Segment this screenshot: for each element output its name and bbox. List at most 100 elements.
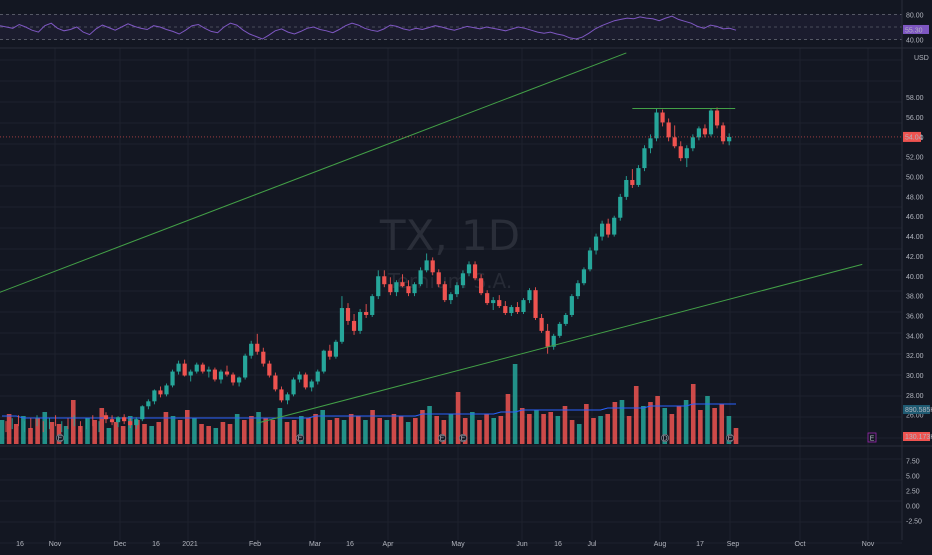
volume-bar [78, 426, 83, 444]
volume-bar [491, 418, 497, 444]
volume-bar [49, 422, 55, 444]
volume-bar [213, 428, 219, 444]
volume-bar [455, 392, 461, 444]
time-tick-label: 16 [152, 541, 160, 548]
candle-body [503, 306, 508, 313]
volume-bar [370, 410, 375, 444]
price-tick-label: 36.00 [906, 313, 924, 320]
candle-body [333, 341, 338, 357]
volume-bar [470, 412, 475, 444]
time-tick-label: Nov [49, 541, 62, 548]
volume-bar [6, 414, 12, 444]
volume-bar [334, 418, 340, 444]
earnings-marker [661, 433, 670, 442]
volume-bar [662, 408, 668, 444]
volume-bar [427, 406, 432, 444]
watermark: TX, 1D Ternium S.A. [379, 211, 520, 293]
volume-bar [120, 426, 126, 444]
candle-body [630, 180, 635, 185]
candle-body [388, 284, 393, 293]
volume-bar [541, 414, 546, 444]
time-tick-label: Nov [862, 541, 875, 548]
volume-bar [170, 416, 176, 444]
candle-body [382, 276, 387, 285]
candle-body [587, 250, 593, 270]
candle-body [551, 335, 556, 347]
candle-body [140, 406, 145, 420]
volume-bar [413, 418, 418, 444]
volume-bar [0, 420, 5, 444]
candle-body [146, 401, 151, 407]
earnings-marker [295, 433, 304, 442]
candle-body [515, 307, 520, 313]
volume-bar [70, 400, 76, 444]
last-price-badge [903, 131, 921, 142]
candle-body [575, 283, 580, 297]
candle-body [152, 390, 157, 402]
candle-body [351, 320, 357, 331]
volume-bar [21, 416, 26, 444]
volume-badge [903, 405, 930, 414]
volume-bar [341, 420, 347, 444]
earnings-marker [56, 433, 65, 442]
lower-tick-label: -2.50 [906, 519, 922, 526]
candle-body [400, 282, 405, 287]
volume-bar [313, 414, 318, 444]
right-marker-box [867, 432, 877, 443]
volume-bar [299, 416, 304, 444]
candle-body [291, 379, 296, 395]
candle-body [624, 180, 629, 197]
candle-body [436, 272, 441, 285]
candle-body [727, 136, 732, 142]
lower-tick-label: 0.00 [906, 504, 920, 511]
rsi-pane[interactable]: 80.00 40.00 55.30 [0, 12, 932, 49]
right-marker-label: E [870, 436, 875, 443]
candle-body [466, 264, 472, 274]
candle-body [370, 296, 375, 315]
volume-bar [690, 384, 696, 444]
candle-body [533, 290, 538, 318]
price-tick-label: 40.00 [906, 274, 924, 281]
volume-bar [420, 410, 425, 444]
candle-body [491, 300, 496, 304]
earnings-marker [458, 433, 467, 442]
volume-bar [199, 424, 204, 444]
last-price-label: 54.04 [905, 134, 923, 141]
time-tick-label: Apr [383, 541, 395, 548]
price-axis[interactable]: 58.0056.0054.0052.0050.0048.0046.0044.00… [0, 0, 932, 540]
candle-body [255, 343, 260, 352]
candle-body [128, 421, 133, 426]
volume-bar [584, 404, 589, 444]
candle-body [206, 369, 211, 372]
time-axis[interactable]: 16 Nov Dec 16 2021 Feb Mar 16 Apr May Jun 16 Jul Aug 1… [16, 541, 875, 548]
candle-body [636, 168, 641, 185]
time-tick-label: Jul [588, 541, 597, 548]
candle-body [479, 278, 484, 294]
volume-badge-label: 890.585K [905, 407, 932, 414]
volume-bar [142, 424, 147, 444]
trendlines[interactable] [0, 52, 902, 424]
candles [5, 107, 732, 433]
volume-bar [234, 414, 240, 444]
candle-body [569, 296, 574, 315]
earnings-marker [726, 433, 735, 442]
volume-bar [192, 418, 197, 444]
candle-body [406, 286, 411, 294]
time-tick-label: Sep [727, 541, 740, 548]
candle-body [218, 371, 224, 380]
candle-body [702, 128, 708, 135]
volume-bar [527, 414, 532, 444]
candle-body [212, 369, 217, 380]
candle-body [721, 125, 726, 142]
volume-bar [462, 418, 468, 444]
volume-bar [63, 426, 69, 444]
candle-body [267, 363, 272, 376]
volume-bar [605, 414, 611, 444]
volume-bar [220, 422, 226, 444]
volume-bar [291, 420, 297, 444]
volume-bar [227, 424, 233, 444]
candle-body [273, 375, 278, 390]
